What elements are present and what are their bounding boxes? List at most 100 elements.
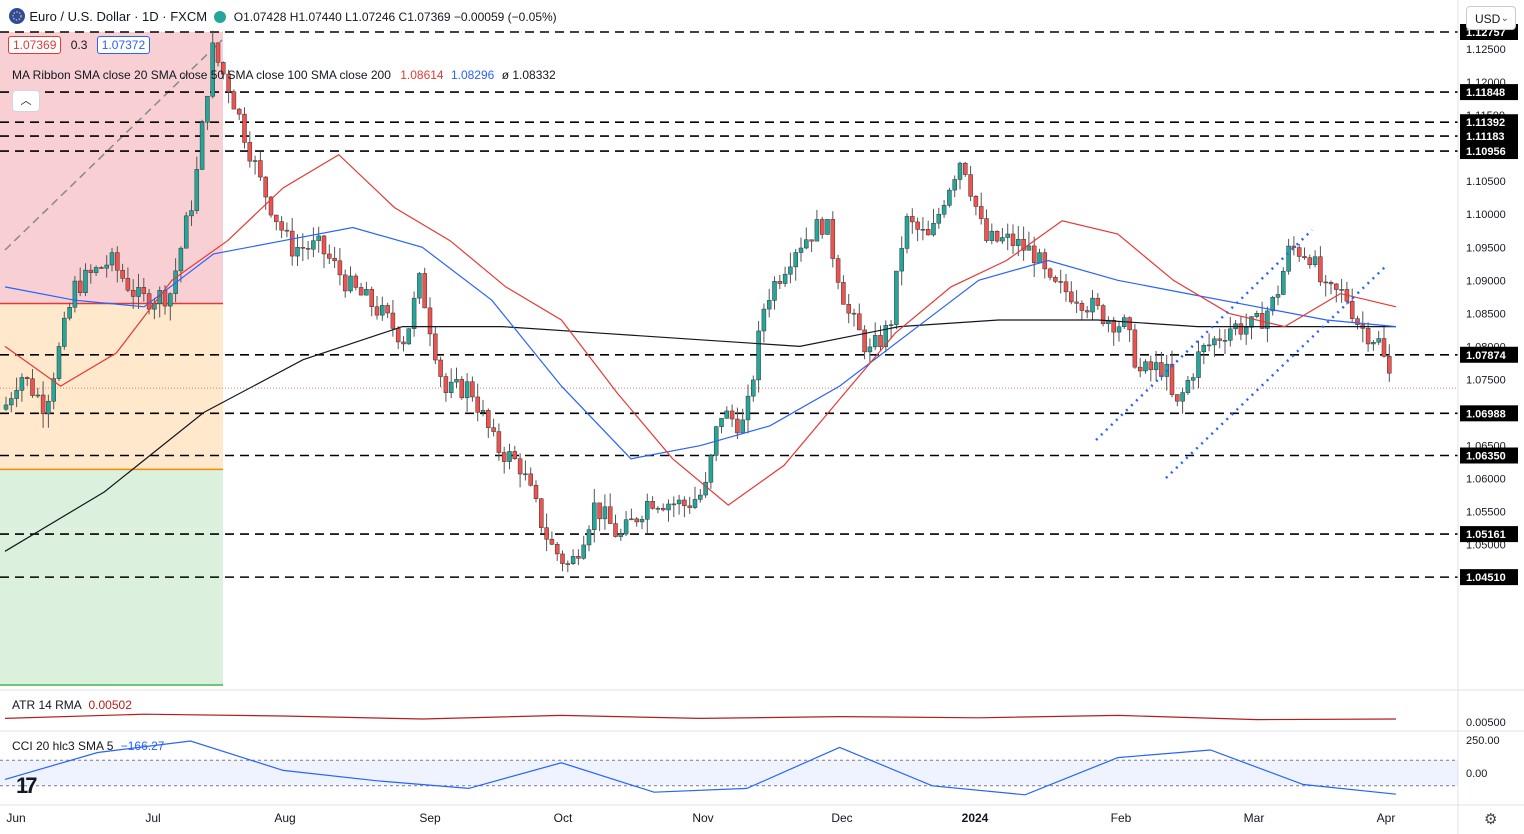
ma-ribbon-legend[interactable]: MA Ribbon SMA close 20 SMA close 50 SMA … [12, 68, 556, 82]
level-tag-label: 1.11392 [1466, 117, 1505, 129]
candle [1180, 392, 1185, 402]
currency-label: USD [1475, 12, 1501, 26]
candle [1238, 323, 1244, 335]
candle [507, 451, 512, 462]
quote-boxes: 1.07369 0.3 1.07372 [8, 36, 151, 54]
time-tick-label: Jul [145, 811, 160, 825]
candle [1047, 268, 1053, 278]
candle [899, 248, 904, 272]
candle [364, 289, 369, 296]
candle [1010, 233, 1016, 246]
candle [888, 324, 894, 326]
candle [1074, 301, 1079, 304]
bid-box[interactable]: 1.07369 [8, 36, 62, 54]
chevron-up-icon: ︿ [20, 95, 32, 107]
ask-box[interactable]: 1.07372 [96, 36, 151, 54]
candle [56, 346, 62, 379]
candle [1302, 256, 1307, 258]
candle [581, 544, 586, 559]
candle [613, 523, 618, 537]
candle [1143, 361, 1148, 372]
candle [947, 189, 952, 206]
candle [639, 519, 645, 523]
candle [655, 507, 661, 510]
candle [1090, 297, 1095, 313]
symbol-title: Euro / U.S. Dollar · 1D · FXCM [29, 9, 208, 24]
candle [692, 499, 698, 508]
candle [623, 519, 629, 535]
candle [1169, 363, 1175, 395]
candle [411, 297, 417, 329]
candle [1365, 328, 1371, 345]
candle [358, 287, 364, 296]
candle [501, 452, 507, 462]
atr-label: ATR 14 RMA [12, 698, 82, 712]
symbol-header[interactable]: Euro / U.S. Dollar · 1D · FXCM O1.07428 … [8, 7, 557, 25]
candle [395, 328, 401, 343]
ohlc-values: O1.07428 H1.07440 L1.07246 C1.07369 −0.0… [233, 10, 557, 24]
level-tag-bg [1460, 128, 1518, 145]
candle [295, 247, 300, 257]
candle [380, 305, 385, 316]
candle [1376, 338, 1381, 343]
cci-value: −166.27 [120, 739, 165, 753]
chevron-down-icon: ⌄ [1500, 13, 1509, 24]
cci-tick-label: 0.00 [1466, 768, 1487, 780]
candle [549, 539, 555, 545]
time-tick-label: Apr [1377, 811, 1396, 825]
gear-icon[interactable]: ⚙ [1484, 811, 1498, 828]
sma20-line [4, 153, 1397, 506]
atr-legend[interactable]: ATR 14 RMA 0.00502 [12, 698, 132, 712]
candle [1381, 338, 1387, 357]
time-tick-label: Oct [554, 811, 573, 825]
candle [978, 206, 984, 219]
candle [1281, 270, 1286, 295]
candle [957, 162, 963, 180]
candle [973, 196, 979, 207]
candle [274, 214, 279, 222]
candle [99, 267, 104, 269]
collapse-legend-button[interactable]: ︿ [12, 90, 40, 112]
candle [215, 42, 221, 63]
time-tick-label: Dec [831, 811, 852, 825]
candle [994, 230, 1000, 242]
candle [570, 556, 576, 564]
cci-tick-label: 250.00 [1466, 735, 1500, 747]
candle [422, 273, 427, 309]
candle [72, 280, 78, 308]
candle [602, 506, 608, 520]
cci-legend[interactable]: CCI 20 hlc3 SMA 5 −166.27 [12, 739, 164, 753]
candle [316, 235, 321, 241]
candle [894, 270, 899, 325]
candle [178, 247, 184, 272]
candle [1153, 362, 1159, 371]
candle [597, 502, 602, 520]
time-tick-label: Sep [419, 811, 441, 825]
candle [348, 275, 353, 292]
candle [284, 229, 290, 232]
candle [666, 503, 671, 511]
candle [321, 235, 327, 255]
candle [374, 306, 380, 316]
candle [1206, 344, 1212, 347]
candle [205, 95, 210, 123]
level-tag-label: 1.07874 [1466, 350, 1507, 362]
candle [592, 502, 597, 530]
candle [904, 216, 910, 249]
candle [104, 264, 109, 269]
candle [194, 169, 200, 211]
price-tick-label: 1.09000 [1466, 275, 1506, 287]
candle [910, 216, 915, 223]
price-tick-label: 1.12500 [1466, 44, 1506, 56]
candle [3, 404, 9, 410]
candle [766, 300, 772, 310]
currency-select[interactable]: USD ⌄ [1466, 6, 1516, 30]
candle [231, 91, 237, 110]
candle [1175, 394, 1180, 402]
candle [93, 267, 99, 273]
candle [1116, 326, 1122, 333]
flag-icon [9, 8, 25, 24]
candle [512, 451, 518, 459]
candle [19, 377, 25, 391]
